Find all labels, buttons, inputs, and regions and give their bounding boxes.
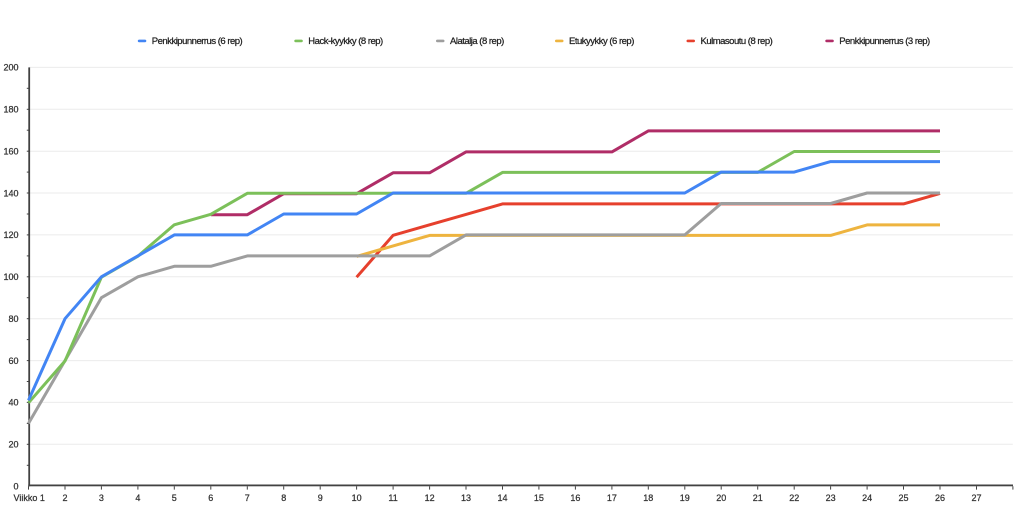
svg-text:27: 27	[971, 493, 981, 503]
svg-text:23: 23	[826, 493, 836, 503]
svg-text:60: 60	[8, 356, 18, 366]
svg-text:180: 180	[3, 105, 18, 115]
svg-text:4: 4	[135, 493, 140, 503]
svg-text:20: 20	[8, 440, 18, 450]
svg-text:Viikko 1: Viikko 1	[14, 493, 45, 503]
svg-text:20: 20	[716, 493, 726, 503]
svg-text:140: 140	[3, 188, 18, 198]
svg-text:16: 16	[570, 493, 580, 503]
svg-text:Penkkipunnerrus (3 rep): Penkkipunnerrus (3 rep)	[839, 36, 930, 47]
svg-text:200: 200	[3, 63, 18, 73]
svg-text:15: 15	[534, 493, 544, 503]
svg-text:21: 21	[753, 493, 763, 503]
svg-text:40: 40	[8, 398, 18, 408]
svg-text:6: 6	[208, 493, 213, 503]
svg-text:80: 80	[8, 314, 18, 324]
svg-text:2: 2	[62, 493, 67, 503]
svg-text:5: 5	[172, 493, 177, 503]
svg-text:7: 7	[245, 493, 250, 503]
svg-text:24: 24	[862, 493, 872, 503]
svg-text:160: 160	[3, 147, 18, 157]
svg-text:Hack-kyykky (8 rep): Hack-kyykky (8 rep)	[308, 36, 383, 47]
svg-text:3: 3	[99, 493, 104, 503]
svg-text:11: 11	[388, 493, 397, 503]
svg-text:8: 8	[281, 493, 286, 503]
svg-text:22: 22	[789, 493, 799, 503]
svg-text:19: 19	[680, 493, 690, 503]
svg-text:120: 120	[3, 230, 18, 240]
svg-text:10: 10	[352, 493, 362, 503]
svg-text:100: 100	[3, 272, 18, 282]
svg-text:9: 9	[318, 493, 323, 503]
svg-text:Etukyykky (6 rep): Etukyykky (6 rep)	[569, 36, 634, 47]
svg-text:12: 12	[425, 493, 435, 503]
svg-text:25: 25	[898, 493, 908, 503]
svg-text:18: 18	[643, 493, 653, 503]
svg-text:26: 26	[935, 493, 945, 503]
svg-text:Alatalja (8 rep): Alatalja (8 rep)	[450, 36, 504, 47]
svg-text:14: 14	[497, 493, 507, 503]
svg-text:17: 17	[607, 493, 617, 503]
svg-text:13: 13	[461, 493, 471, 503]
svg-text:0: 0	[13, 482, 18, 492]
svg-text:Penkkipunnerrus (6 rep): Penkkipunnerrus (6 rep)	[152, 36, 243, 47]
svg-text:Kulmasoutu (8 rep): Kulmasoutu (8 rep)	[701, 36, 773, 47]
